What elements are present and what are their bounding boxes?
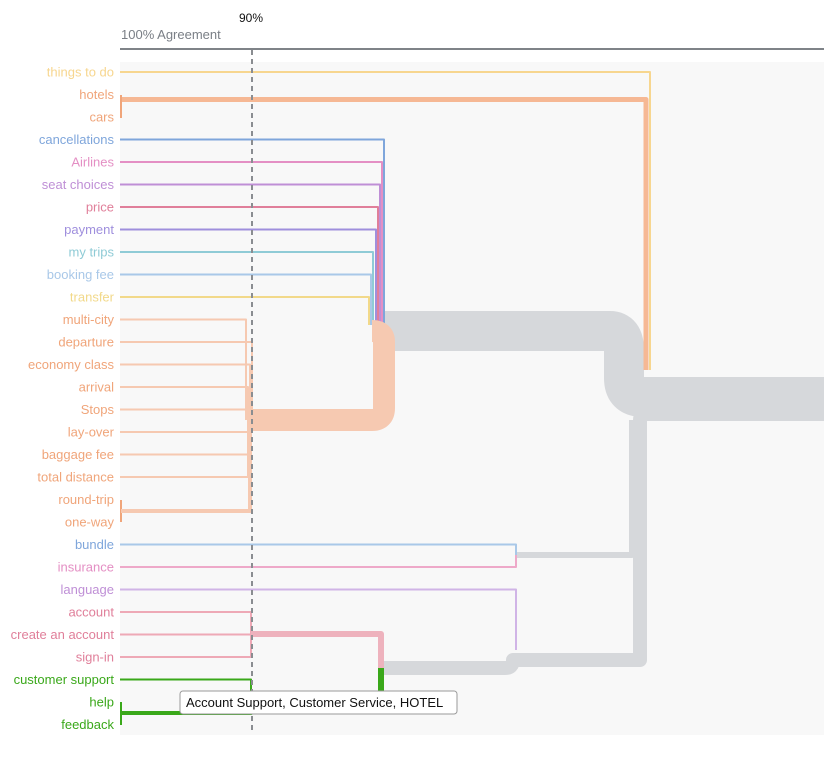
leaf-label[interactable]: bundle: [75, 537, 114, 552]
leaf-link[interactable]: [120, 97, 649, 371]
leaf-label[interactable]: arrival: [79, 380, 115, 395]
leaf-link[interactable]: [120, 543, 517, 556]
leaf-link[interactable]: [120, 138, 385, 326]
leaf-label[interactable]: round-trip: [58, 492, 114, 507]
leaf-link[interactable]: [120, 633, 252, 636]
cluster-link[interactable]: [252, 320, 395, 431]
tooltip-text: Account Support, Customer Service, HOTEL: [186, 695, 443, 710]
leaf-label[interactable]: feedback: [61, 717, 114, 732]
leaf-link[interactable]: [120, 228, 377, 326]
leaf-label[interactable]: create an account: [11, 627, 115, 642]
threshold-label: 90%: [239, 11, 263, 25]
leaf-label[interactable]: price: [86, 200, 114, 215]
leaf-label[interactable]: language: [61, 582, 115, 597]
leaf-label[interactable]: help: [89, 695, 114, 710]
leaf-label[interactable]: booking fee: [47, 267, 114, 282]
leaf-label[interactable]: multi-city: [63, 312, 115, 327]
cluster-link[interactable]: [251, 631, 384, 668]
leaf-label[interactable]: sign-in: [76, 650, 114, 665]
leaf-label[interactable]: Airlines: [71, 155, 114, 170]
leaf-link[interactable]: [120, 71, 651, 370]
leaf-label[interactable]: account: [68, 605, 114, 620]
leaf-link[interactable]: [120, 296, 370, 325]
leaf-label[interactable]: hotels: [79, 87, 114, 102]
tooltip-box: [179, 690, 458, 715]
leaf-label[interactable]: payment: [64, 222, 114, 237]
trunk-link[interactable]: [516, 420, 635, 558]
leaf-link[interactable]: [120, 588, 517, 651]
leaf-link[interactable]: [120, 408, 247, 421]
leaf-link[interactable]: [120, 206, 379, 325]
leaf-labels: things to do hotels cars cancellations Airli…: [11, 65, 115, 733]
leaf-link[interactable]: [120, 363, 251, 421]
leaf-label[interactable]: seat choices: [42, 177, 115, 192]
leaf-label[interactable]: baggage fee: [42, 447, 114, 462]
leaf-link[interactable]: [121, 420, 252, 513]
leaf-label[interactable]: lay-over: [68, 425, 115, 440]
trunk-link[interactable]: [384, 311, 824, 417]
agreement-axis-label: 100% Agreement: [121, 27, 221, 42]
leaf-label[interactable]: customer support: [14, 672, 115, 687]
leaf-link[interactable]: [120, 251, 374, 325]
trunk-link[interactable]: [384, 407, 824, 675]
leaf-link[interactable]: [120, 386, 249, 420]
tooltip: Account Support, Customer Service, HOTEL: [179, 690, 458, 715]
leaf-label[interactable]: economy class: [28, 357, 114, 372]
leaf-label[interactable]: Stops: [81, 402, 115, 417]
leaf-label[interactable]: my trips: [69, 245, 115, 260]
leaf-link[interactable]: [120, 678, 252, 693]
leaf-link[interactable]: [120, 273, 372, 326]
leaf-label[interactable]: cancellations: [39, 132, 115, 147]
leaf-label[interactable]: things to do: [47, 65, 114, 80]
leaf-label[interactable]: cars: [89, 110, 114, 125]
leaf-label[interactable]: total distance: [37, 470, 114, 485]
leaf-label[interactable]: one-way: [65, 515, 115, 530]
leaf-label[interactable]: departure: [58, 335, 114, 350]
leaf-label[interactable]: transfer: [70, 290, 115, 305]
leaf-label[interactable]: insurance: [58, 560, 114, 575]
leaf-link[interactable]: [120, 161, 383, 325]
leaf-link[interactable]: [120, 183, 381, 326]
